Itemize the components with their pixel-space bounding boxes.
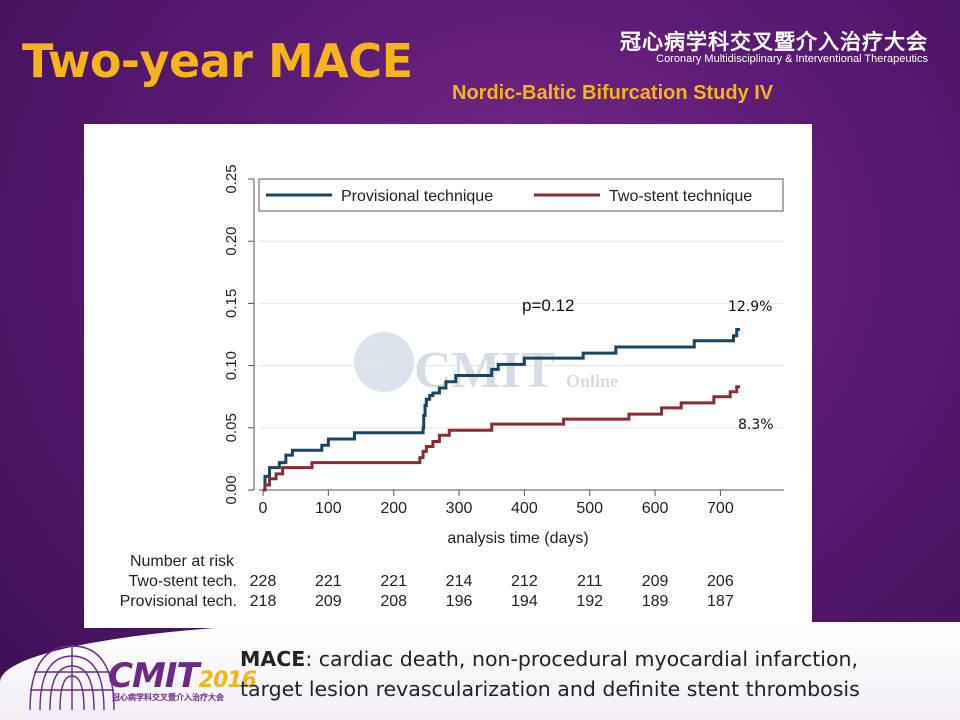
mace-term: MACE — [240, 647, 306, 671]
risk-value: 192 — [576, 593, 603, 610]
end-label-two-stent: 8.3% — [738, 417, 774, 433]
risk-table-heading: Number at risk — [130, 553, 235, 570]
kaplan-meier-chart: CMIT Online 0.00 0.05 0.10 0.15 0.20 0.25 0 10… — [120, 164, 784, 610]
risk-value: 206 — [707, 573, 734, 590]
x-tick-label: 400 — [511, 500, 538, 517]
organizer-name-english: Coronary Multidisciplinary & Interventio… — [656, 53, 928, 65]
p-value-annotation: p=0.12 — [522, 296, 574, 315]
legend-box — [258, 178, 784, 212]
y-tick-label: 0.20 — [223, 227, 240, 256]
organizer-name-chinese: 冠心病学科交叉暨介入治疗大会 — [620, 30, 928, 54]
x-tick-label: 0 — [259, 500, 268, 517]
mace-definition-line2: target lesion revascularization and defi… — [240, 677, 860, 701]
y-tick-label: 0.15 — [223, 289, 240, 318]
legend-label-two-stent: Two-stent technique — [609, 188, 752, 205]
watermark-globe-icon — [354, 332, 414, 392]
risk-row-label: Provisional tech. — [120, 593, 237, 610]
cmit-logo — [29, 645, 115, 711]
watermark-subtext: Online — [566, 371, 618, 391]
y-tick-label: 0.25 — [223, 164, 240, 193]
x-axis-label: analysis time (days) — [447, 530, 588, 547]
risk-value: 211 — [577, 573, 603, 590]
risk-value: 187 — [707, 593, 734, 610]
logo-text: CMIT — [108, 656, 200, 696]
risk-value: 212 — [511, 573, 538, 590]
logo-wordmark: CMIT2016 — [108, 656, 257, 696]
logo-subtitle: 冠心病学科交叉暨介入治疗大会 — [112, 693, 224, 702]
logo-dome-icon — [29, 645, 115, 711]
x-tick-label: 700 — [707, 500, 734, 517]
mace-definition-line1: : cardiac death, non-procedural myocardi… — [305, 647, 859, 671]
x-tick-label: 200 — [380, 500, 407, 517]
x-tick-label: 100 — [315, 500, 342, 517]
footer-band — [0, 622, 960, 720]
slide-title: Two-year MACE — [22, 34, 413, 88]
risk-row-two-stent: Two-stent tech. 228 221 221 214 212 211 209 206 — [129, 573, 734, 590]
y-tick-label: 0.10 — [223, 351, 240, 380]
watermark-text: CMIT — [414, 342, 556, 399]
risk-value: 189 — [642, 593, 669, 610]
series-two-stent-line — [263, 385, 740, 492]
end-label-provisional: 12.9% — [728, 299, 772, 315]
risk-value: 209 — [642, 573, 669, 590]
risk-value: 228 — [250, 573, 277, 590]
series-provisional-line — [263, 328, 740, 492]
risk-value: 221 — [315, 573, 342, 590]
chart-panel: CMIT Online 0.00 0.05 0.10 0.15 0.20 0.25 0 10… — [84, 124, 812, 628]
risk-value: 221 — [380, 573, 407, 590]
y-tick-label: 0.05 — [223, 413, 240, 442]
risk-value: 194 — [511, 593, 538, 610]
x-tick-label: 300 — [446, 500, 473, 517]
mace-definition: MACE: cardiac death, non-procedural myoc… — [240, 644, 940, 704]
risk-value: 209 — [315, 593, 342, 610]
study-subtitle: Nordic-Baltic Bifurcation Study IV — [452, 82, 774, 104]
logo-year: 2016 — [198, 668, 257, 693]
risk-value: 214 — [446, 573, 473, 590]
y-tick-label: 0.00 — [223, 475, 240, 504]
risk-row-label: Two-stent tech. — [129, 573, 238, 590]
legend-label-provisional: Provisional technique — [341, 188, 493, 205]
risk-value: 208 — [380, 593, 407, 610]
risk-value: 218 — [250, 593, 277, 610]
x-tick-label: 600 — [642, 500, 669, 517]
risk-row-provisional: Provisional tech. 218 209 208 196 194 192 189 18… — [120, 593, 734, 610]
watermark: CMIT Online — [354, 332, 618, 399]
x-tick-label: 500 — [576, 500, 603, 517]
risk-value: 196 — [446, 593, 473, 610]
